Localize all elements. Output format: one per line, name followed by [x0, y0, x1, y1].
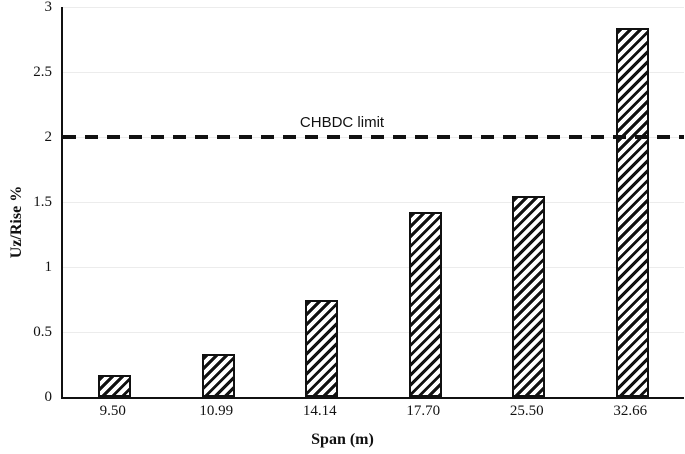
- gridline: [63, 7, 684, 8]
- x-tick-label: 10.99: [199, 403, 234, 419]
- x-tick-label: 32.66: [613, 403, 648, 419]
- bar-25.50: [512, 195, 546, 397]
- gridline: [63, 332, 684, 333]
- y-tick-label: 0: [44, 389, 53, 405]
- y-tick-label: 2: [44, 129, 53, 145]
- y-axis-tick-labels: 0 0.5 1 1.5 2 2.5 3: [0, 0, 53, 405]
- limit-line: [63, 135, 684, 139]
- y-tick-label: 3: [44, 0, 53, 15]
- x-axis-tick-labels: 9.50 10.99 14.14 17.70 25.50 32.66: [61, 403, 682, 420]
- y-tick-label: 1: [44, 259, 53, 275]
- plot-area: CHBDC limit: [61, 7, 684, 399]
- y-tick-label: 2.5: [33, 64, 52, 80]
- x-tick-label: 25.50: [509, 403, 544, 419]
- x-tick-label: 14.14: [302, 403, 337, 419]
- limit-line-label: CHBDC limit: [299, 114, 385, 131]
- bar-14.14: [305, 299, 339, 397]
- gridline: [63, 202, 684, 203]
- bar-32.66: [615, 27, 649, 397]
- bar-9.50: [98, 374, 132, 397]
- x-axis-title: Span (m): [311, 431, 374, 448]
- x-tick-label: 17.70: [406, 403, 441, 419]
- bar-10.99: [201, 354, 235, 397]
- gridline: [63, 72, 684, 73]
- x-tick-label: 9.50: [99, 403, 126, 419]
- y-tick-label: 1.5: [33, 194, 52, 210]
- y-tick-label: 0.5: [33, 324, 52, 340]
- gridline: [63, 267, 684, 268]
- bar-17.70: [408, 212, 442, 397]
